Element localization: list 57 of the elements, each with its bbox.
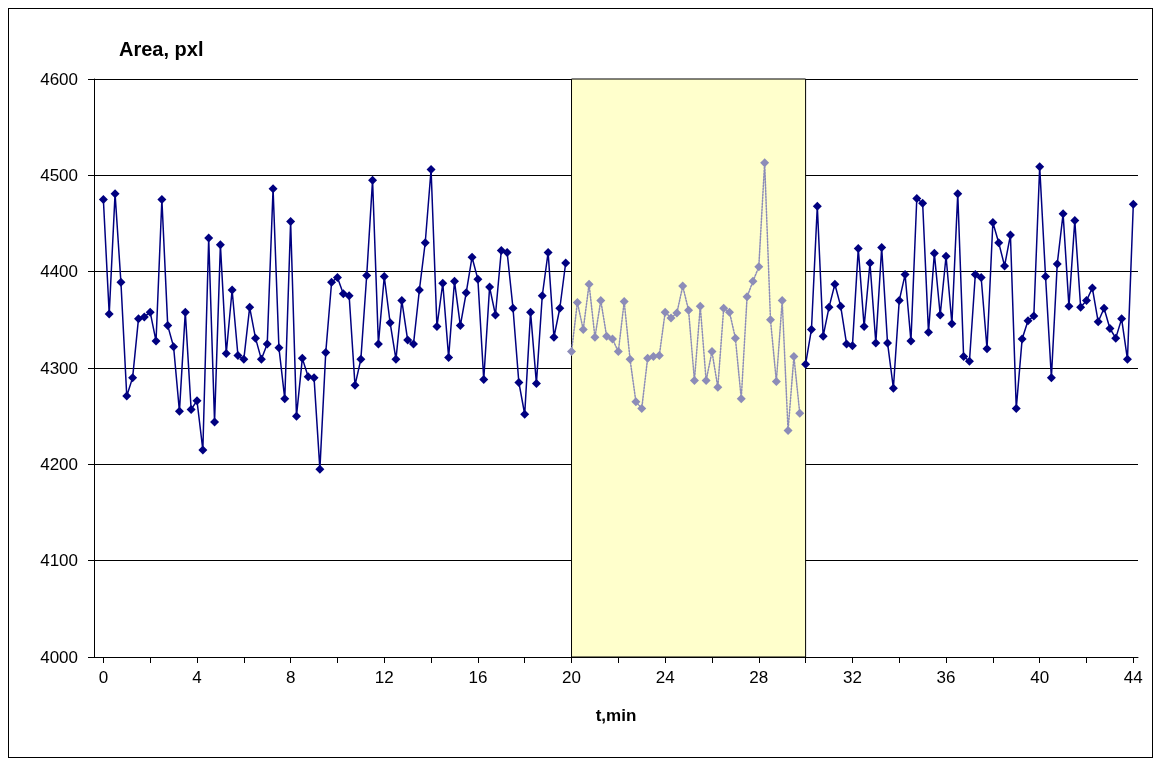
point [613,347,623,357]
point [625,354,635,364]
point [789,351,799,361]
y-axis-title: Area, pxl [119,38,204,60]
x-tick-label: 24 [655,668,675,687]
point [602,331,612,341]
point [567,347,577,357]
y-tick-label: 4500 [40,165,78,185]
point [707,347,717,357]
point [689,376,699,386]
point [695,301,705,311]
point [736,394,746,404]
y-tick-label: 4600 [40,69,78,89]
point [742,292,752,302]
y-tick-label: 4200 [40,454,78,474]
x-tick-label: 40 [1030,668,1050,687]
point [719,303,729,313]
point [584,279,594,289]
x-tick-label: 44 [1123,668,1143,687]
point [725,307,735,317]
y-tick-label: 4100 [40,551,78,571]
point [678,281,688,291]
x-tick-label: 8 [285,668,296,687]
point [631,397,641,407]
x-tick-label: 36 [936,668,956,687]
point [754,262,764,272]
point [607,334,617,344]
point [660,307,670,317]
point [771,376,781,386]
x-tick-label: 12 [374,668,394,687]
point [648,351,658,361]
point [643,353,653,363]
point [701,376,711,386]
x-axis-title: t,min [595,706,637,725]
point [713,382,723,392]
point [672,308,682,318]
x-tick-label: 28 [749,668,769,687]
point [777,296,787,306]
point [637,403,647,413]
x-tick-label: 20 [562,668,581,687]
x-tick-label: 4 [192,668,202,687]
y-tick-label: 4400 [40,262,78,282]
x-tick-label: 0 [98,668,109,687]
point [666,313,676,323]
point [684,305,694,315]
point [760,158,770,168]
point [783,426,793,436]
point [765,315,775,325]
point [748,276,758,286]
point [795,408,805,418]
x-tick-label: 32 [842,668,862,687]
point [730,333,740,343]
x-tick-label: 16 [468,668,488,687]
y-tick-label: 4300 [40,358,78,378]
y-tick-label: 4000 [40,647,78,667]
point [596,296,606,306]
point [572,297,582,307]
